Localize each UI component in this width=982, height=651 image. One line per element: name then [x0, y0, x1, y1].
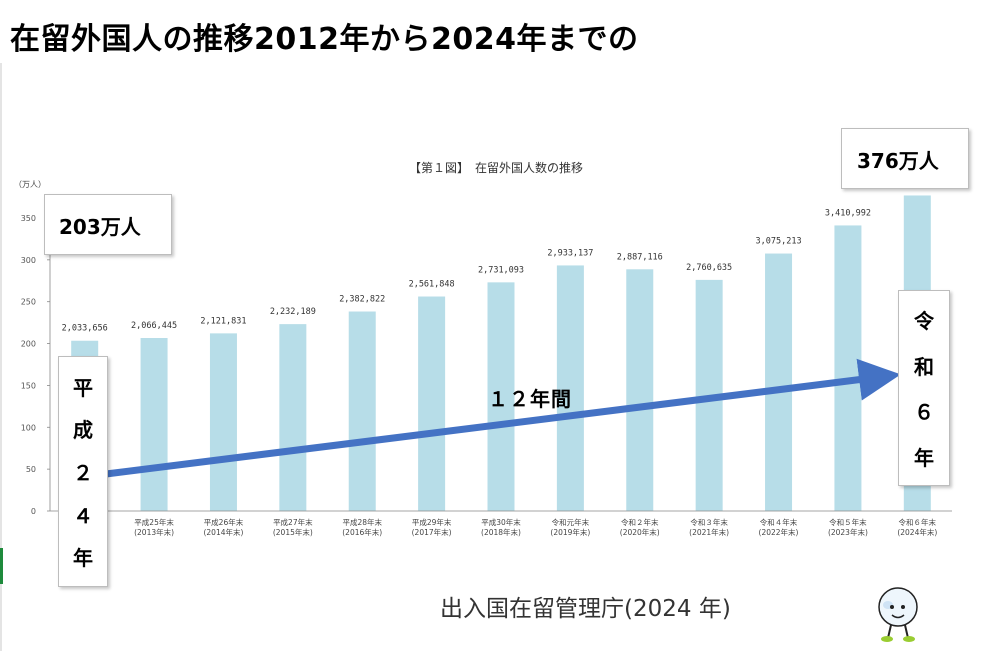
- start-value-callout: 203万人: [44, 194, 172, 255]
- bar: [279, 324, 307, 511]
- category-label: 令和４年末: [760, 517, 798, 527]
- category-sub-label: (2020年末): [620, 527, 660, 537]
- category-label: 令和５年末: [829, 517, 867, 527]
- end-era-char: 和: [914, 354, 934, 379]
- bar: [556, 265, 584, 511]
- category-sub-label: (2014年末): [203, 527, 243, 537]
- left-edge-rule: [0, 63, 2, 651]
- start-era-char: 年: [73, 546, 93, 571]
- duration-label: １２年間: [488, 387, 572, 411]
- category-sub-label: (2019年末): [550, 527, 590, 537]
- category-labels: 平成24年末(2012年末)平成25年末(2013年末)平成26年末(2014年…: [65, 517, 938, 537]
- data-label: 3,075,213: [756, 237, 802, 247]
- data-label: 2,232,189: [270, 307, 316, 317]
- data-labels: 2,033,656 2,066,445 2,121,831 2,232,189 2,38…: [62, 178, 941, 333]
- start-era-char: ４: [73, 503, 93, 528]
- bar: [348, 311, 376, 511]
- data-label: 2,561,848: [409, 280, 455, 290]
- category-label: 平成28年末: [342, 517, 382, 527]
- chart-title: 【第１図】 在留外国人数の推移: [409, 160, 583, 175]
- category-sub-label: (2024年末): [897, 527, 937, 537]
- bar: [834, 225, 862, 511]
- source-credit: 出入国在留管理庁(2024 年): [440, 596, 731, 622]
- data-label: 2,887,116: [617, 252, 663, 262]
- bar: [626, 269, 654, 511]
- category-label: 平成29年末: [412, 517, 452, 527]
- bar: [765, 253, 793, 512]
- data-label: 2,382,822: [339, 295, 385, 305]
- green-edge-mark: [0, 548, 3, 584]
- y-tick-label: 250: [21, 298, 36, 307]
- y-tick-label: 350: [21, 214, 36, 223]
- mascot-illustration: [878, 587, 918, 642]
- start-era-char: 成: [73, 418, 93, 443]
- category-label: 平成27年末: [273, 517, 313, 527]
- category-label: 令和２年末: [621, 517, 659, 527]
- end-era-char: 令: [914, 309, 934, 334]
- y-axis-unit-label: （万人）: [14, 180, 46, 189]
- category-label: 平成30年末: [481, 517, 521, 527]
- category-sub-label: (2016年末): [342, 527, 382, 537]
- data-label: 3,410,992: [825, 208, 871, 218]
- data-label: 2,066,445: [131, 321, 177, 331]
- category-sub-label: (2018年末): [481, 527, 521, 537]
- trend-arrow: [105, 358, 901, 478]
- data-label: 2,121,831: [200, 316, 246, 326]
- category-sub-label: (2023年末): [828, 527, 868, 537]
- data-label: 2,933,137: [547, 248, 593, 258]
- slide-title: 在留外国人の推移2012年から2024年までの: [10, 22, 639, 57]
- data-label: 2,731,093: [478, 265, 524, 275]
- start-era-char: 平: [73, 375, 93, 400]
- category-label: 平成25年末: [134, 517, 174, 527]
- y-tick-label: 0: [31, 507, 36, 516]
- data-label: 2,760,635: [686, 263, 732, 273]
- category-label: 平成26年末: [204, 517, 244, 527]
- data-label: 2,033,656: [62, 324, 108, 334]
- y-tick-label: 300: [21, 256, 36, 265]
- category-sub-label: (2015年末): [273, 527, 313, 537]
- category-label: 令和６年末: [899, 517, 937, 527]
- start-era-callout: 平 成 ２ ４ 年: [58, 356, 108, 587]
- bar: [487, 282, 515, 511]
- y-tick-label: 100: [21, 423, 36, 432]
- category-sub-label: (2013年末): [134, 527, 174, 537]
- category-sub-label: (2021年末): [689, 527, 729, 537]
- end-era-callout: 令 和 ６ 年: [898, 290, 950, 486]
- bar: [209, 333, 237, 511]
- category-sub-label: (2017年末): [412, 527, 452, 537]
- bar: [418, 296, 446, 511]
- y-tick-label: 150: [21, 381, 36, 390]
- category-label: 令和３年末: [690, 517, 728, 527]
- y-tick-label: 200: [21, 340, 36, 349]
- end-era-char: 年: [914, 445, 934, 470]
- end-value-callout: 376万人: [841, 128, 969, 189]
- end-era-char: ６: [914, 400, 934, 425]
- y-tick-label: 50: [26, 465, 36, 474]
- bar: [140, 337, 168, 511]
- start-era-char: ２: [73, 460, 93, 485]
- category-sub-label: (2022年末): [759, 527, 799, 537]
- category-label: 令和元年末: [552, 517, 590, 527]
